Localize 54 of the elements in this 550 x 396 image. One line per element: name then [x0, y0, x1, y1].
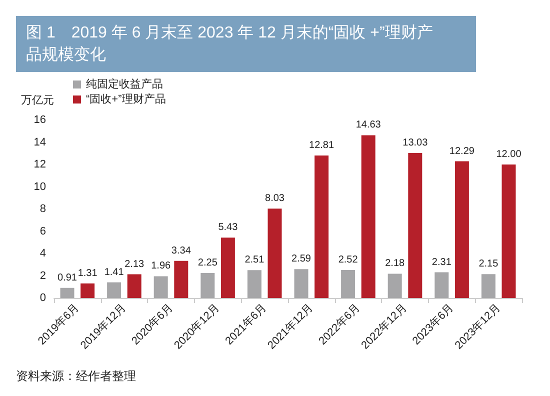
bar: [408, 153, 422, 298]
bar: [174, 260, 188, 298]
chart-title: 图 1 2019 年 6 月末至 2023 年 12 月末的“固收 +”理财产品规模变化: [26, 24, 433, 64]
bar: [220, 238, 235, 298]
bar: [481, 274, 496, 298]
bar: [341, 270, 356, 298]
bar: [107, 282, 122, 298]
bar: [154, 276, 168, 298]
data-label: 1.96: [151, 260, 172, 272]
bar: [388, 274, 402, 298]
y-tick-label: 14: [34, 136, 46, 148]
data-label: 2.13: [124, 258, 145, 270]
data-label: 2.18: [385, 258, 406, 270]
y-axis-title: 万亿元: [21, 94, 54, 106]
y-tick-label: 6: [40, 225, 46, 238]
data-label: 0.91: [58, 272, 78, 284]
data-label: 13.03: [402, 138, 428, 149]
bar: [434, 272, 449, 298]
bar: [454, 161, 469, 298]
data-label: 1.31: [78, 268, 98, 279]
data-label: 12.81: [309, 140, 334, 151]
data-label: 2.15: [478, 258, 499, 270]
bar: [247, 270, 262, 298]
data-label: 8.03: [265, 193, 285, 204]
y-tick-label: 12: [34, 158, 46, 170]
y-tick-label: 16: [34, 114, 46, 126]
data-label: 2.31: [432, 256, 452, 268]
bar: [127, 274, 142, 298]
bar: [294, 269, 308, 298]
data-label: 2.59: [292, 254, 312, 265]
bar: [361, 135, 376, 298]
bar: [60, 288, 74, 298]
data-label: 5.43: [218, 222, 238, 234]
data-label: 14.63: [356, 120, 382, 131]
y-tick-label: 4: [40, 248, 46, 260]
y-tick-label: 8: [40, 203, 46, 215]
bar: [502, 164, 516, 298]
bar: [268, 208, 282, 298]
bar: [80, 283, 95, 298]
y-tick-label: 0: [40, 292, 46, 304]
data-label: 2.25: [198, 257, 218, 268]
legend-label: “固收+”理财产品: [86, 92, 166, 106]
y-tick-label: 10: [34, 180, 46, 193]
data-label: 2.51: [244, 254, 265, 266]
data-label: 2.52: [338, 254, 358, 266]
data-label: 3.34: [171, 245, 192, 256]
bar: [200, 272, 215, 298]
legend-label: 纯固定收益产品: [86, 78, 163, 90]
data-label: 12.00: [496, 149, 522, 160]
y-tick-label: 2: [40, 270, 46, 282]
data-label: 12.29: [449, 146, 475, 157]
data-label: 1.41: [104, 266, 124, 278]
text: 资料来源：经作者整理: [16, 369, 136, 383]
bar: [314, 155, 329, 298]
